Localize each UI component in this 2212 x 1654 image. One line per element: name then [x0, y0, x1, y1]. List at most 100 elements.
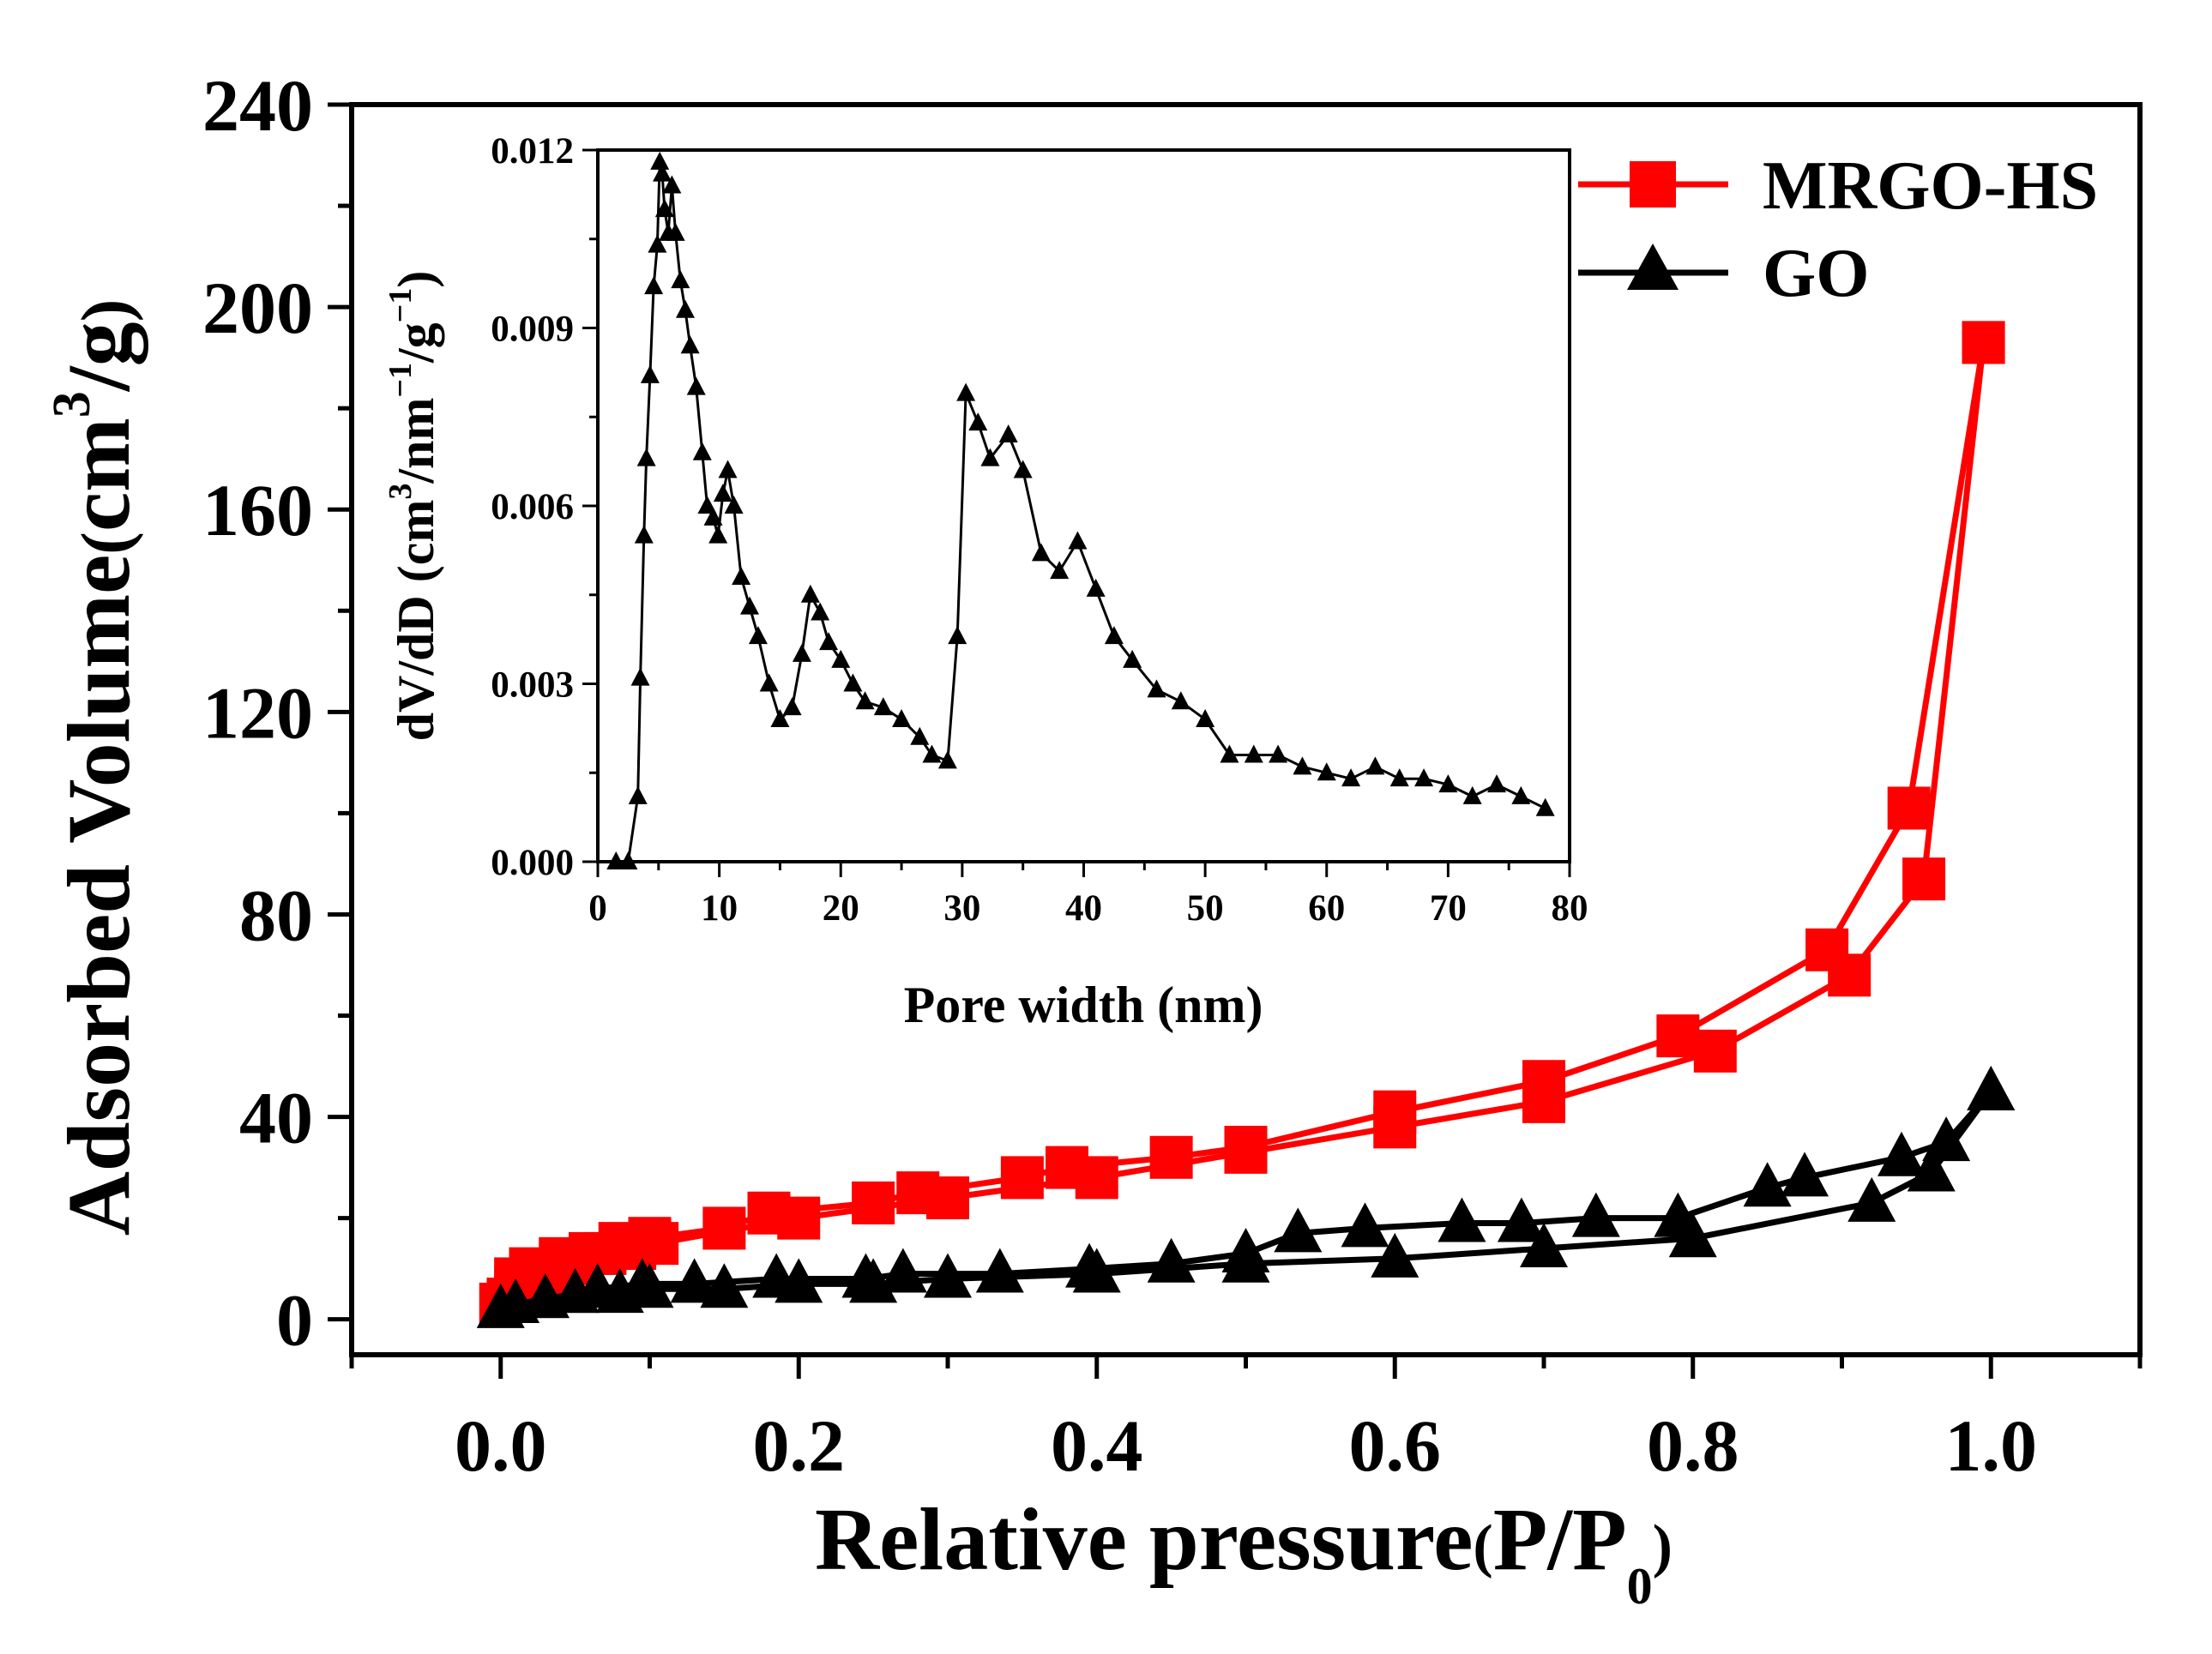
inset-pore-distribution-point: [662, 175, 682, 194]
mrgo-hs-desorption-point: [1000, 1156, 1044, 1200]
inset-pore-distribution-point: [956, 382, 976, 401]
inset-x-tick-label: 50: [1187, 888, 1224, 929]
legend: MRGO-HS GO: [1578, 148, 2098, 311]
inset-pore-distribution-point: [792, 643, 811, 662]
inset-pore-distribution-point: [640, 364, 660, 383]
go-desorption-point: [878, 1248, 927, 1293]
inset-pore-distribution-point: [1220, 744, 1239, 763]
go-adsorption-point: [1907, 1146, 1956, 1192]
inset-pore-distribution-point: [724, 496, 744, 514]
mrgo-hs-desorption-point: [1046, 1146, 1088, 1189]
main-y-tick-label: 160: [202, 469, 313, 551]
go-desorption-point: [1571, 1192, 1620, 1237]
inset-pore-distribution-point: [1487, 774, 1507, 793]
go-desorption-point: [1922, 1116, 1971, 1162]
mrgo-hs-desorption-point: [852, 1181, 895, 1224]
inset-pore-distribution-point: [980, 448, 1000, 466]
go-adsorption-point: [924, 1253, 972, 1298]
mrgo-hs-desorption-point: [1656, 1014, 1700, 1058]
inset-pore-distribution-point: [1244, 744, 1263, 763]
inset-ylabel-mid2: /g: [388, 322, 444, 364]
go-desorption-point: [1877, 1131, 1926, 1176]
main-y-ticks: 0 40 80 120 160 200 240: [202, 64, 352, 1362]
go-desorption-point: [1781, 1152, 1829, 1197]
main-ylabel-unit: cm: [50, 418, 148, 532]
inset-pore-distribution-point: [843, 673, 863, 692]
legend-label-go: GO: [1763, 236, 1869, 311]
go-desorption-point: [1341, 1202, 1389, 1248]
inset-y-ticks: 0.000 0.003 0.006 0.009 0.012: [491, 131, 598, 883]
inset-pore-distribution-point: [1462, 785, 1482, 804]
mrgo-hs-desorption-point: [1149, 1135, 1193, 1179]
inset-pore-distribution-point: [713, 484, 732, 502]
inset-pore-distribution-point: [666, 222, 685, 241]
inset-pore-distribution-point: [1068, 531, 1088, 550]
main-x-tick-label: 0.2: [753, 1404, 846, 1487]
mrgo-hs-desorption-point: [702, 1206, 746, 1250]
go-desorption-point: [975, 1248, 1024, 1293]
inset-pore-distribution-point: [1171, 691, 1190, 710]
inset-ylabel-sup3: −1: [383, 288, 419, 323]
inset-x-ticks: 0 10 20 30 40 50 60 70 80: [588, 862, 1588, 929]
mrgo-hs-desorption-point: [1224, 1125, 1268, 1169]
inset-x-tick-label: 0: [588, 888, 607, 929]
go-desorption-point: [752, 1253, 801, 1298]
inset-pore-distribution-point: [831, 649, 851, 668]
main-y-tick-label: 240: [202, 64, 313, 147]
inset-pore-distribution-point: [948, 626, 967, 645]
go-desorption-point: [1437, 1197, 1486, 1242]
main-series-layer: [476, 321, 2016, 1328]
inset-y-tick-label: 0.009: [491, 310, 574, 350]
inset-pore-distribution-point: [1104, 626, 1124, 645]
inset-y-tick-label: 0.000: [491, 843, 574, 883]
main-y-tick-label: 0: [276, 1279, 313, 1362]
go-desorption-point: [1743, 1162, 1792, 1207]
main-xlabel-text: Relative pressure: [815, 1490, 1473, 1589]
inset-chart: 0 10 20 30 40 50 60 70 80 0.0000.0030.0060.0090.…: [383, 131, 1588, 1033]
inset-x-tick-label: 10: [701, 888, 738, 929]
inset-pore-distribution-point: [1013, 460, 1033, 478]
inset-ylabel-sup1: 3: [383, 484, 419, 500]
inset-pore-distribution-point: [759, 673, 779, 692]
mrgo-hs-desorption-point: [1373, 1090, 1417, 1134]
inset-pore-distribution-point: [998, 424, 1018, 442]
inset-pore-distribution-point: [892, 709, 912, 727]
inset-pore-distribution-point: [703, 507, 723, 526]
inset-ylabel-sup2: −1: [383, 363, 419, 398]
inset-pore-distribution-point: [708, 525, 728, 544]
inset-y-axis-title: dV/dD (cm3/nm−1/g−1): [383, 271, 444, 742]
inset-pore-distribution-point: [1511, 785, 1531, 804]
inset-x-tick-label: 30: [943, 888, 980, 929]
inset-ylabel-mid: /nm: [388, 398, 444, 484]
go-desorption-point: [1221, 1227, 1270, 1272]
main-y-tick-label: 200: [202, 267, 313, 349]
inset-y-tick-label: 0.012: [491, 131, 574, 171]
inset-pore-distribution-point: [1269, 744, 1288, 763]
inset-pore-distribution-point: [1535, 797, 1555, 816]
inset-series-layer: [606, 151, 1555, 869]
inset-pore-distribution-point: [800, 584, 820, 603]
legend-entry-go: GO: [1578, 236, 1869, 311]
inset-x-axis-title: Pore width (nm): [904, 977, 1263, 1033]
mrgo-hs-adsorption-point: [1693, 1029, 1737, 1073]
inset-pore-distribution-point: [1414, 768, 1434, 787]
inset-pore-distribution-point: [636, 448, 656, 466]
go-desorption-point: [1497, 1197, 1546, 1242]
go-desorption-point: [1147, 1237, 1196, 1283]
main-ylabel-close-paren: ): [69, 299, 144, 322]
inset-pore-distribution-point: [1365, 756, 1385, 775]
legend-marker-triangle: [1627, 244, 1679, 290]
main-y-tick-label: 120: [202, 671, 313, 754]
mrgo-hs-desorption-point: [747, 1191, 791, 1235]
inset-pore-distribution-point: [618, 851, 638, 869]
inset-pore-distribution-point: [748, 626, 768, 645]
main-ylabel-unit-rest: /g: [50, 322, 148, 393]
inset-pore-distribution-point: [770, 709, 790, 727]
inset-pore-distribution-point: [718, 460, 738, 478]
main-x-ticks: 0.0 0.2 0.4 0.6 0.8 1.0: [349, 1355, 2143, 1487]
mrgo-hs-desorption-point: [896, 1171, 940, 1215]
inset-pore-distribution-point: [782, 697, 802, 716]
main-y-tick-label: 40: [239, 1077, 313, 1159]
go-adsorption-point: [1371, 1232, 1419, 1278]
